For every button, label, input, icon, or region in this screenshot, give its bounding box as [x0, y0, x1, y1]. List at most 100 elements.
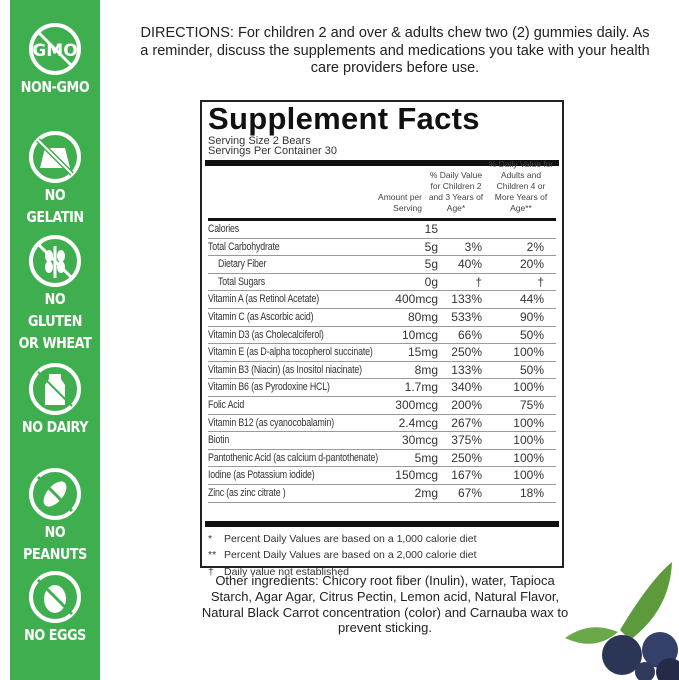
nutrient-row: Zinc (as zinc citrate ) 2mg 67% 18%	[208, 485, 556, 503]
nutrient-children: 133%	[451, 362, 482, 377]
nutrient-name: Vitamin A (as Retinol Acetate)	[208, 293, 319, 306]
nutrient-amount: 8mg	[414, 362, 438, 377]
nutrient-amount: 30mcg	[401, 433, 438, 448]
no-gmo-icon: GMO	[29, 23, 81, 75]
blueberries-leaves-image	[565, 562, 679, 680]
nutrient-row: Iodine (as Potassium iodide) 150mcg 167% 10…	[208, 467, 556, 485]
no-peanuts-icon	[29, 468, 81, 520]
nutrient-name: Vitamin B3 (Niacin) (as Inositol niacina…	[208, 363, 362, 376]
nutrient-children: 133%	[451, 292, 482, 307]
badge-no-gelatin: NO GELATIN	[10, 130, 100, 228]
nutrient-row: Biotin 30mcg 375% 100%	[208, 432, 556, 450]
nutrient-row: Dietary Fiber 5g 40% 20%	[208, 256, 556, 274]
nutrient-name: Vitamin E (as D-alpha tocopherol succina…	[208, 346, 373, 359]
nutrient-name: Vitamin B12 (as cyanocobalamin)	[208, 416, 334, 429]
nutrient-name: Vitamin C (as Ascorbic acid)	[208, 310, 314, 323]
nutrient-name: Zinc (as zinc citrate )	[208, 486, 286, 499]
nutrient-children: 66%	[457, 327, 482, 342]
nutrient-amount: 15	[424, 222, 438, 236]
nutrient-name: Vitamin D3 (as Cholecalciferol)	[208, 328, 324, 341]
nutrient-amount: 80mg	[407, 309, 438, 324]
nutrient-row: Folic Acid 300mcg 200% 75%	[208, 397, 556, 415]
footnotes: * Percent Daily Values are based on a 1,0…	[208, 531, 556, 581]
footnote: ** Percent Daily Values are based on a 2,…	[208, 547, 556, 564]
nutrient-row: Vitamin E (as D-alpha tocopherol succina…	[208, 344, 556, 362]
column-headers: Amount per Serving % Daily Value for Chi…	[208, 159, 556, 221]
nutrient-children: 67%	[457, 485, 482, 500]
nutrient-adults: 18%	[519, 485, 544, 500]
nutrient-adults: 100%	[513, 433, 544, 448]
facts-title: Supplement Facts	[208, 101, 480, 136]
badge-no-dairy: NO DAIRY	[10, 362, 100, 438]
badge-no-eggs: NO EGGS	[10, 570, 100, 646]
nutrient-amount: 2.4mcg	[398, 415, 438, 430]
nutrient-amount: 5g	[424, 239, 438, 254]
nutrient-row: Pantothenic Acid (as calcium d-pantothen…	[208, 450, 556, 468]
nutrient-amount: 2mg	[414, 485, 438, 500]
nutrient-adults: 50%	[519, 362, 544, 377]
nutrient-amount: 400mcg	[395, 292, 438, 307]
header-children: % Daily Value for Children 2 and 3 Years…	[428, 170, 484, 213]
nutrient-amount: 300mcg	[395, 397, 438, 412]
nutrient-name: Calories	[208, 223, 239, 235]
other-ingredients: Other ingredients: Chicory root fiber (I…	[201, 573, 569, 636]
badge-label-2: OR WHEAT	[18, 334, 92, 352]
nutrient-children: 3%	[464, 239, 482, 254]
nutrient-row: Vitamin A (as Retinol Acetate) 400mcg 133%…	[208, 291, 556, 309]
no-gluten-icon	[29, 235, 81, 287]
nutrient-adults: 100%	[513, 468, 544, 483]
nutrient-children: 375%	[451, 433, 482, 448]
nutrient-amount: 150mcg	[395, 468, 438, 483]
badge-label: NO PEANUTS	[23, 523, 87, 563]
nutrient-row: Total Sugars 0g † †	[208, 274, 556, 292]
no-dairy-icon	[29, 363, 81, 415]
nutrient-row: Vitamin B3 (Niacin) (as Inositol niacina…	[208, 362, 556, 380]
nutrient-amount: 0g	[424, 274, 438, 289]
nutrient-adults: 100%	[513, 415, 544, 430]
footnote-text: Percent Daily Values are based on a 1,00…	[224, 532, 477, 545]
nutrient-children: 40%	[457, 257, 482, 272]
nutrient-adults: 100%	[513, 345, 544, 360]
footnote: * Percent Daily Values are based on a 1,0…	[208, 531, 556, 548]
footnote-mark: *	[208, 532, 213, 545]
nutrient-children: 533%	[451, 309, 482, 324]
footnote-mark: †	[208, 565, 214, 578]
no-gelatin-icon	[29, 131, 81, 183]
nutrient-row: Total Carbohydrate 5g 3% 2%	[208, 239, 556, 257]
serving-size: Serving Size 2 Bears	[208, 135, 311, 147]
nutrient-adults: 100%	[513, 380, 544, 395]
nutrient-name: Biotin	[208, 434, 230, 447]
nutrient-name: Total Sugars	[218, 275, 265, 288]
nutrient-amount: 15mg	[407, 345, 438, 360]
nutrient-adults: 75%	[519, 397, 544, 412]
header-adults: % Daily Value for Adults and Children 4 …	[488, 159, 554, 213]
nutrient-amount: 5mg	[414, 450, 438, 465]
footnote: † Daily value not established	[208, 564, 556, 581]
supplement-facts-panel: Supplement Facts Serving Size 2 Bears Se…	[200, 100, 564, 578]
footnote-mark: **	[208, 549, 217, 561]
nutrient-adults: 100%	[513, 450, 544, 465]
badge-label: NO GELATIN	[26, 186, 84, 226]
nutrient-children: 250%	[451, 450, 482, 465]
badge-label: NON-GMO	[20, 78, 90, 96]
badge-label: NO GLUTEN	[27, 290, 83, 330]
nutrient-adults: 44%	[519, 292, 544, 307]
nutrient-name: Folic Acid	[208, 398, 245, 411]
directions-text: DIRECTIONS: For children 2 and over & ad…	[140, 25, 650, 76]
nutrient-amount: 1.7mg	[404, 380, 438, 395]
nutrient-adults: 90%	[519, 309, 544, 324]
nutrient-amount: 10mcg	[401, 327, 438, 342]
footnote-text: Percent Daily Values are based on a 2,00…	[224, 549, 477, 561]
badge-no-gluten: NO GLUTEN OR WHEAT	[10, 234, 100, 354]
nutrient-adults: 2%	[526, 239, 544, 254]
header-amount: Amount per Serving	[378, 192, 422, 213]
nutrient-rows: Calories 15 Total Carbohydrate 5g 3% 2% Dietar…	[208, 221, 556, 503]
nutrient-adults: 50%	[519, 327, 544, 342]
nutrient-adults: 20%	[519, 257, 544, 272]
badge-non-gmo: GMO NON-GMO	[10, 22, 100, 98]
nutrient-row: Calories 15	[208, 221, 556, 239]
nutrient-name: Total Carbohydrate	[208, 240, 280, 253]
nutrient-row: Vitamin D3 (as Cholecalciferol) 10mcg 66% 5…	[208, 327, 556, 345]
nutrient-name: Vitamin B6 (as Pyrodoxine HCL)	[208, 381, 330, 394]
nutrient-children: 340%	[451, 380, 482, 395]
